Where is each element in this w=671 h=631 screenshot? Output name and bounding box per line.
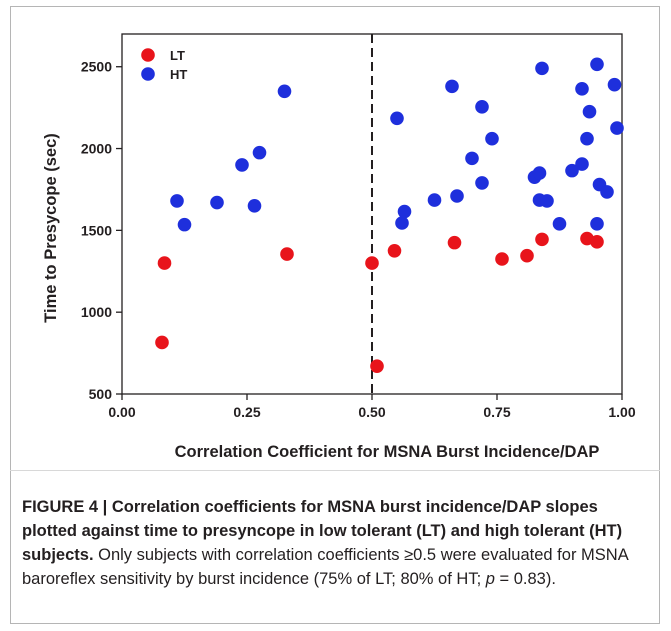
data-point-ht <box>590 217 604 231</box>
y-tick-label: 2500 <box>81 59 112 75</box>
data-point-ht <box>575 157 589 171</box>
axes: 0.00 0.25 0.50 0.75 1.00 500 1000 1500 2000 2500 <box>81 33 636 420</box>
data-point-lt <box>447 235 462 250</box>
data-point-ht <box>445 79 459 94</box>
data-point-ht <box>475 100 489 114</box>
y-tick-label: 1500 <box>81 222 112 238</box>
data-point-ht <box>395 216 409 230</box>
data-point-ht <box>552 217 567 231</box>
data-point-ht <box>565 163 579 178</box>
data-point-ht <box>582 104 597 119</box>
data-point-lt <box>155 335 169 350</box>
x-tick-label: 0.75 <box>483 404 510 420</box>
data-point-lt <box>590 235 604 249</box>
y-tick-label: 1000 <box>81 304 112 320</box>
caption-p-symbol: p <box>485 570 495 588</box>
x-tick-label: 0.50 <box>358 404 385 420</box>
data-points <box>155 57 624 373</box>
plot-frame <box>121 33 623 395</box>
data-point-ht <box>540 194 554 208</box>
data-point-lt <box>495 252 509 266</box>
data-point-ht <box>397 204 412 219</box>
caption-text-2: = 0.83). <box>494 570 556 588</box>
legend: LT HT <box>141 48 187 82</box>
data-point-ht <box>247 199 262 213</box>
data-point-ht <box>485 131 499 146</box>
data-point-ht <box>235 158 249 172</box>
data-point-ht <box>590 57 604 72</box>
data-point-ht <box>535 61 549 76</box>
x-axis-label: Correlation Coefficient for MSNA Burst I… <box>175 443 600 461</box>
y-tick-label: 2000 <box>81 141 112 157</box>
data-point-ht <box>580 131 594 146</box>
x-tick-label: 1.00 <box>608 404 635 420</box>
legend-marker-ht <box>141 67 155 81</box>
caption-divider <box>10 470 660 471</box>
data-point-ht <box>450 189 464 203</box>
y-axis-label: Time to Presycope (sec) <box>42 133 60 323</box>
data-point-ht <box>210 195 224 210</box>
legend-label-ht: HT <box>170 67 187 82</box>
data-point-lt <box>365 256 379 270</box>
caption-title: FIGURE 4 | Correlation coefficients for … <box>22 498 623 564</box>
data-point-ht <box>390 111 404 126</box>
data-point-ht <box>610 121 624 135</box>
figure-caption: FIGURE 4 | Correlation coefficients for … <box>22 495 652 591</box>
data-point-ht <box>475 176 489 190</box>
data-point-ht <box>600 185 614 199</box>
data-point-ht <box>575 82 589 96</box>
x-tick-label: 0.25 <box>233 404 260 420</box>
data-point-lt <box>535 232 549 247</box>
data-point-lt <box>387 244 402 258</box>
x-tick-label: 0.00 <box>108 404 135 420</box>
data-point-ht <box>532 166 547 180</box>
data-point-ht <box>277 84 292 99</box>
data-point-ht <box>465 151 479 166</box>
data-point-ht <box>177 217 192 232</box>
data-point-lt <box>280 247 294 261</box>
legend-marker-lt <box>141 48 155 62</box>
data-point-ht <box>427 193 442 207</box>
data-point-lt <box>370 359 384 373</box>
data-point-ht <box>252 145 267 160</box>
legend-label-lt: LT <box>170 48 185 63</box>
y-tick-label: 500 <box>89 386 113 402</box>
scatter-plot: 0.00 0.25 0.50 0.75 1.005001000150020002500 … <box>42 33 636 461</box>
data-point-lt <box>520 248 534 263</box>
data-point-ht <box>607 77 622 92</box>
data-point-lt <box>157 256 172 270</box>
figure-frame <box>10 6 660 624</box>
data-point-ht <box>170 194 184 208</box>
caption-text-1: Only subjects with correlation coefficie… <box>22 546 628 588</box>
